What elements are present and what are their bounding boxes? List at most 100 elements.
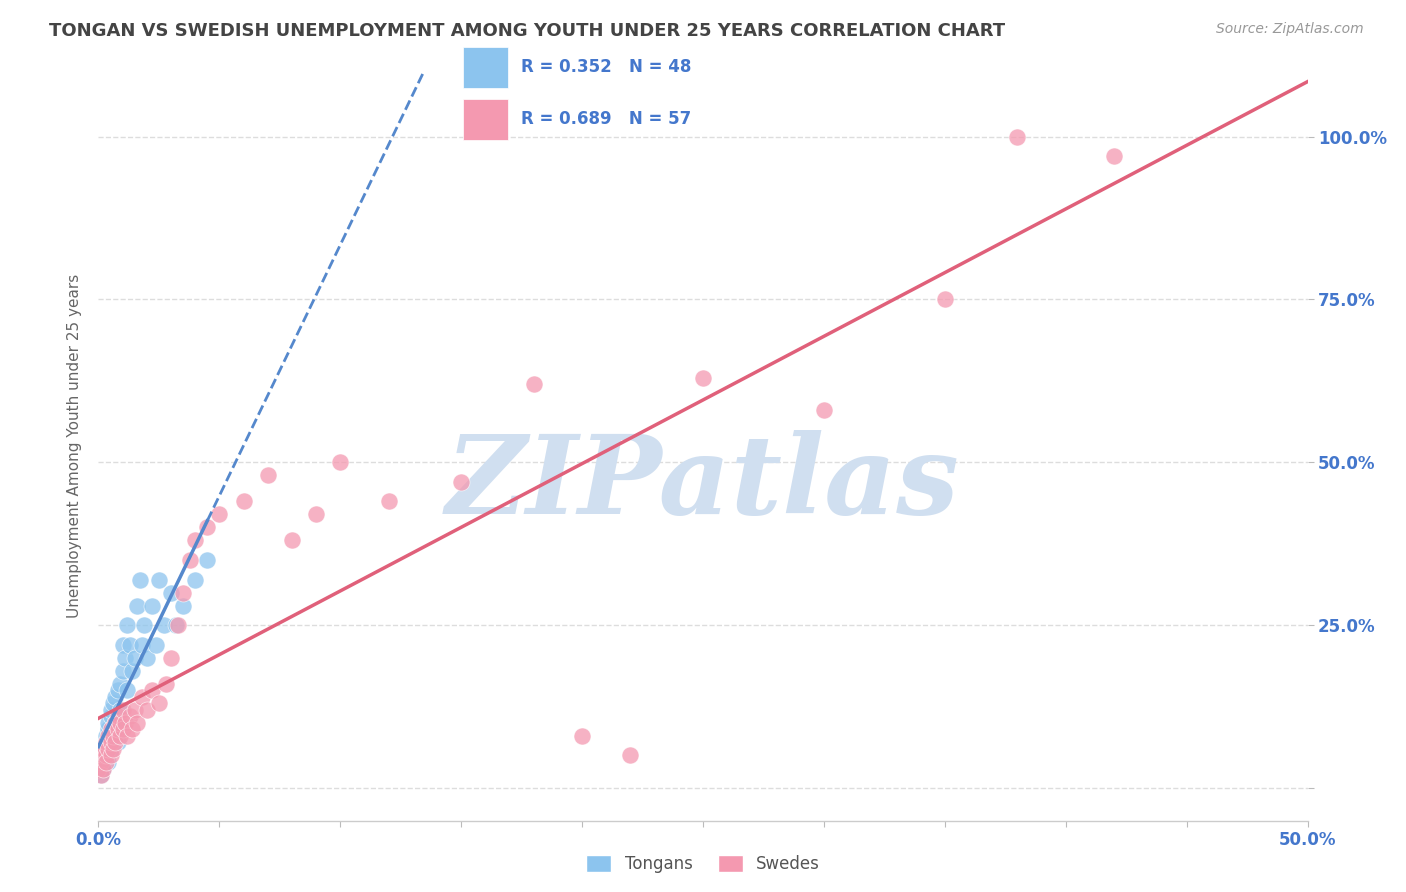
Point	[91, 748, 114, 763]
Point	[94, 735, 117, 749]
Point	[90, 768, 112, 782]
Point	[256, 468, 278, 483]
Point	[97, 723, 120, 737]
Point	[134, 618, 156, 632]
Point	[90, 755, 112, 769]
Point	[107, 735, 129, 749]
Point	[141, 599, 163, 613]
Bar	[463, 99, 508, 140]
Point	[97, 742, 120, 756]
Bar	[463, 47, 508, 88]
Point	[450, 475, 472, 489]
Point	[128, 573, 150, 587]
Point	[94, 755, 117, 769]
Point	[101, 723, 124, 737]
Point	[1102, 149, 1125, 163]
Point	[91, 762, 114, 776]
Point	[523, 377, 546, 392]
Point	[155, 677, 177, 691]
Text: ZIPatlas: ZIPatlas	[446, 430, 960, 537]
Text: Source: ZipAtlas.com: Source: ZipAtlas.com	[1216, 22, 1364, 37]
Point	[121, 664, 143, 678]
Point	[87, 762, 110, 776]
Point	[135, 650, 157, 665]
Point	[114, 715, 136, 730]
Point	[108, 715, 131, 730]
Point	[172, 599, 194, 613]
Point	[184, 573, 207, 587]
Point	[104, 690, 127, 704]
Point	[107, 683, 129, 698]
Point	[1007, 129, 1029, 144]
Point	[108, 729, 131, 743]
Text: R = 0.689   N = 57: R = 0.689 N = 57	[522, 111, 692, 128]
Text: TONGAN VS SWEDISH UNEMPLOYMENT AMONG YOUTH UNDER 25 YEARS CORRELATION CHART: TONGAN VS SWEDISH UNEMPLOYMENT AMONG YOU…	[49, 22, 1005, 40]
Text: R = 0.352   N = 48: R = 0.352 N = 48	[522, 58, 692, 76]
Point	[692, 370, 714, 384]
Point	[124, 703, 146, 717]
Point	[97, 729, 120, 743]
Point	[172, 585, 194, 599]
Point	[100, 703, 122, 717]
Point	[111, 638, 134, 652]
Point	[100, 729, 122, 743]
Point	[94, 735, 117, 749]
Point	[127, 599, 149, 613]
Point	[160, 585, 183, 599]
Point	[571, 729, 593, 743]
Point	[179, 553, 201, 567]
Point	[124, 650, 146, 665]
Point	[104, 715, 127, 730]
Point	[118, 638, 141, 652]
Point	[91, 742, 114, 756]
Point	[104, 715, 127, 730]
Point	[111, 723, 134, 737]
Point	[101, 729, 124, 743]
Point	[377, 494, 399, 508]
Point	[104, 729, 127, 743]
Point	[111, 703, 134, 717]
Point	[104, 735, 127, 749]
Point	[195, 553, 218, 567]
Point	[131, 690, 153, 704]
Point	[148, 573, 170, 587]
Point	[117, 729, 139, 743]
Point	[232, 494, 254, 508]
Point	[117, 683, 139, 698]
Point	[184, 533, 207, 548]
Point	[127, 715, 149, 730]
Point	[97, 742, 120, 756]
Point	[165, 618, 187, 632]
Point	[100, 748, 122, 763]
Point	[111, 664, 134, 678]
Point	[131, 638, 153, 652]
Point	[135, 703, 157, 717]
Point	[114, 650, 136, 665]
Point	[91, 755, 114, 769]
Point	[100, 742, 122, 756]
Point	[141, 683, 163, 698]
Point	[195, 520, 218, 534]
Point	[152, 618, 174, 632]
Point	[91, 742, 114, 756]
Point	[100, 735, 122, 749]
Point	[107, 709, 129, 723]
Point	[107, 723, 129, 737]
Point	[108, 677, 131, 691]
Point	[148, 697, 170, 711]
Point	[160, 650, 183, 665]
Point	[145, 638, 167, 652]
Point	[90, 748, 112, 763]
Y-axis label: Unemployment Among Youth under 25 years: Unemployment Among Youth under 25 years	[67, 274, 83, 618]
Point	[100, 723, 122, 737]
Point	[101, 742, 124, 756]
Point	[813, 403, 835, 417]
Point	[94, 748, 117, 763]
Point	[118, 709, 141, 723]
Point	[101, 697, 124, 711]
Legend: Tongans, Swedes: Tongans, Swedes	[579, 848, 827, 880]
Point	[90, 768, 112, 782]
Point	[117, 618, 139, 632]
Point	[94, 748, 117, 763]
Point	[329, 455, 352, 469]
